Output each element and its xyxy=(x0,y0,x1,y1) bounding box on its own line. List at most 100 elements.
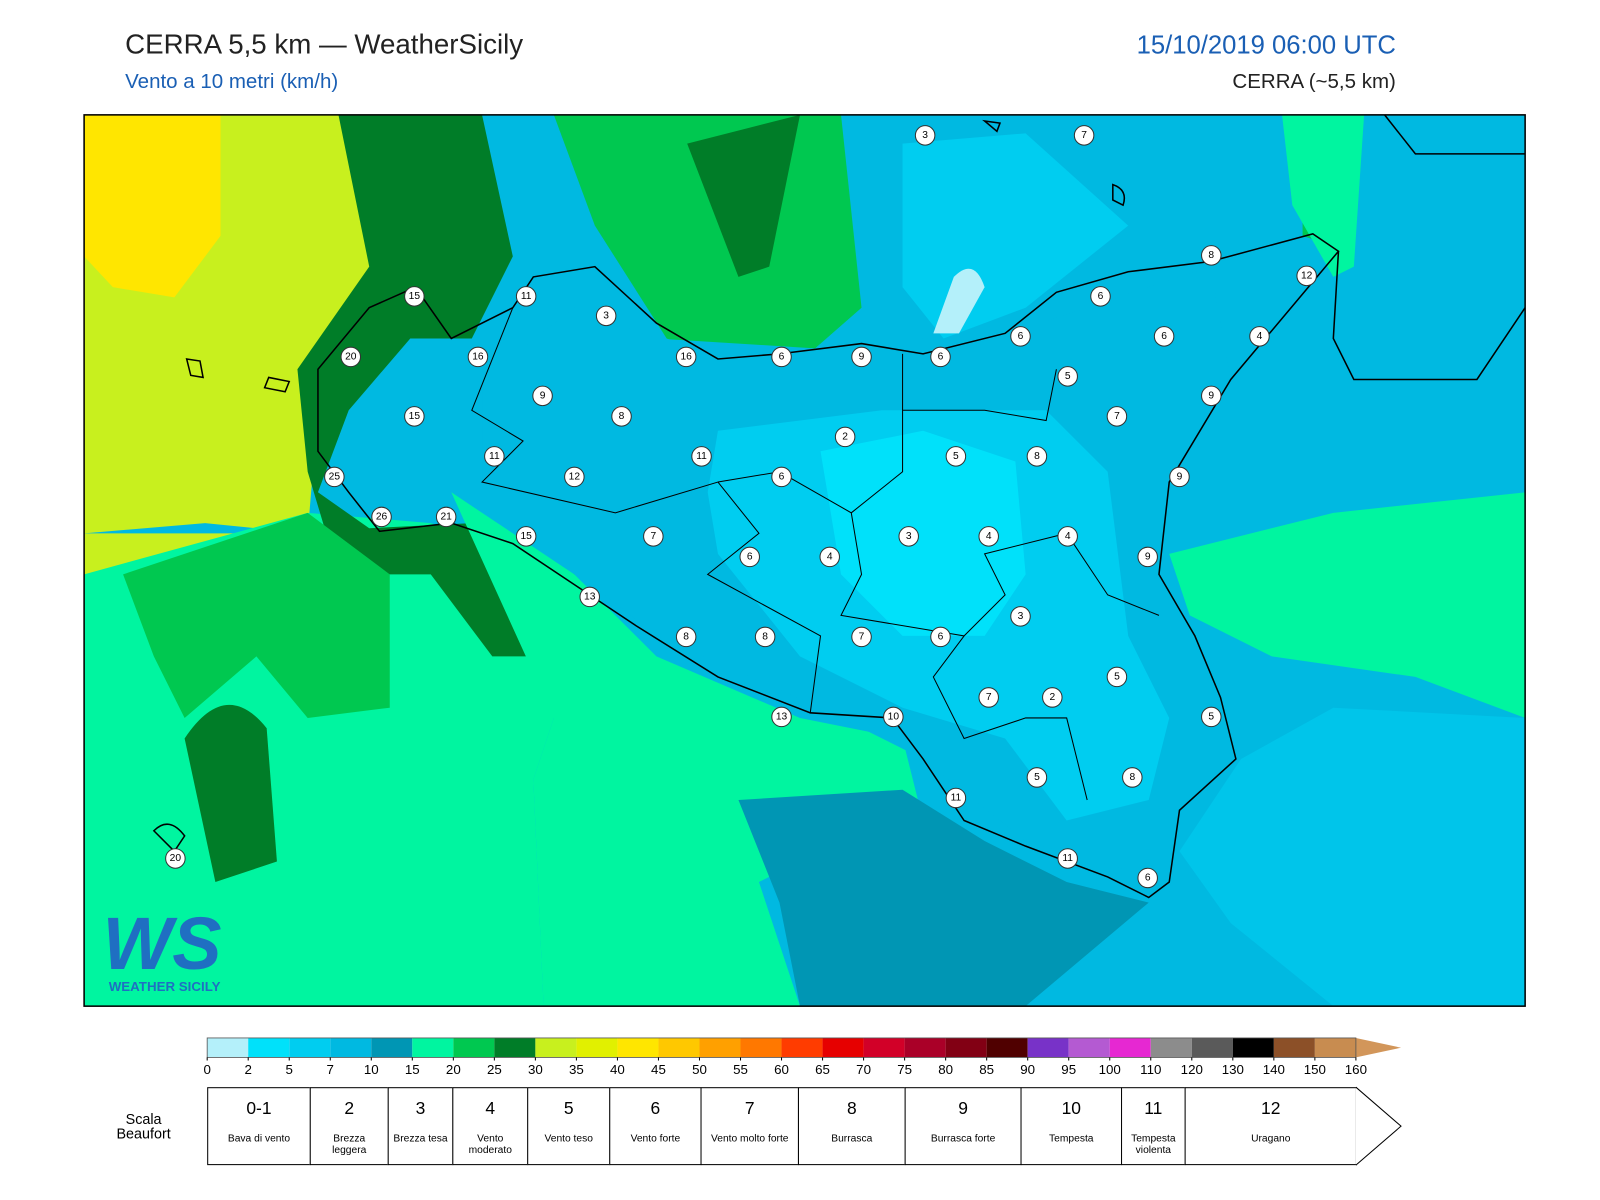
station-value: 21 xyxy=(440,511,452,522)
colorbar-tick-label: 70 xyxy=(856,1062,871,1077)
provinces xyxy=(471,307,1160,801)
station-marker xyxy=(834,426,856,448)
station-marker xyxy=(643,526,664,547)
station-value: 26 xyxy=(376,511,388,522)
beaufort-class: 7 Vento molto forte xyxy=(700,1087,799,1166)
station-value: 3 xyxy=(922,130,928,141)
colorbar-tick-label: 50 xyxy=(692,1062,707,1077)
station-value: 15 xyxy=(409,411,421,422)
station-value: 9 xyxy=(540,390,546,401)
station-marker xyxy=(771,346,792,368)
colorbar-segment xyxy=(207,1037,249,1058)
station-marker xyxy=(595,305,617,327)
station-marker xyxy=(771,706,792,728)
beaufort-name: Vento teso xyxy=(544,1133,593,1145)
station-marker xyxy=(1010,606,1031,627)
station-value: 8 xyxy=(1208,250,1214,261)
station-value: 15 xyxy=(520,531,532,542)
logo-mark: WS xyxy=(103,902,222,985)
colorbar-segment xyxy=(1232,1037,1274,1058)
colorbar-segment xyxy=(781,1037,823,1058)
station-value: 7 xyxy=(650,531,656,542)
station-value: 6 xyxy=(1145,872,1151,883)
station-marker xyxy=(404,286,425,307)
station-value: 3 xyxy=(906,531,912,542)
colorbar-tick-label: 25 xyxy=(487,1062,502,1077)
colorbar-tick-label: 160 xyxy=(1345,1062,1367,1077)
station-value: 16 xyxy=(472,351,484,362)
beaufort-name: Burrasca xyxy=(831,1133,873,1145)
beaufort-class: 0-1 Bava di vento xyxy=(207,1087,311,1166)
model: CERRA (~5,5 km) xyxy=(1232,70,1395,93)
station-value: 9 xyxy=(1145,551,1151,562)
beaufort-name: Tempesta violenta xyxy=(1131,1133,1176,1156)
colorbar-segment xyxy=(863,1037,905,1058)
station-marker xyxy=(1090,286,1111,307)
colorbar-segment xyxy=(248,1037,290,1058)
beaufort-name: Bava di vento xyxy=(227,1133,291,1145)
colorbar-segment xyxy=(740,1037,782,1058)
station-value: 8 xyxy=(1034,451,1040,462)
subtitle: Vento a 10 metri (km/h) xyxy=(125,70,338,93)
station-value: 5 xyxy=(1208,711,1214,722)
station-marker xyxy=(484,446,505,467)
colorbar-tick-label: 30 xyxy=(528,1062,543,1077)
station-value: 11 xyxy=(521,291,532,302)
station-marker xyxy=(340,346,362,368)
station-marker xyxy=(371,506,392,528)
station-value: 5 xyxy=(1034,772,1040,783)
station-marker xyxy=(1122,767,1143,788)
beaufort-name: Vento forte xyxy=(630,1133,681,1145)
beaufort-class: 2 Brezza leggera xyxy=(309,1087,389,1166)
station-value: 7 xyxy=(986,692,992,703)
station-value: 20 xyxy=(345,351,357,362)
colorbar-segment xyxy=(289,1037,331,1058)
colorbar-tick-label: 40 xyxy=(610,1062,625,1077)
map-frame xyxy=(83,114,1526,1007)
station-value: 5 xyxy=(1065,371,1071,382)
station-value: 8 xyxy=(762,631,768,642)
station-marker xyxy=(851,626,872,648)
colorbar-tick-label: 130 xyxy=(1222,1062,1244,1077)
colorbar-tick-label: 15 xyxy=(405,1062,420,1077)
station-marker xyxy=(883,706,904,728)
station-value: 6 xyxy=(779,471,785,482)
station-value: 12 xyxy=(569,471,581,482)
colorbar-segment xyxy=(1068,1037,1110,1058)
station-marker xyxy=(165,848,186,869)
colorbar-tick-label: 0 xyxy=(203,1062,210,1077)
station-marker xyxy=(898,526,919,547)
station-marker xyxy=(1042,687,1063,708)
station-marker xyxy=(675,346,697,368)
station-marker xyxy=(611,406,632,427)
station-marker xyxy=(930,626,951,648)
colorbar-tick-label: 110 xyxy=(1140,1062,1161,1077)
station-marker xyxy=(1137,867,1158,889)
colorbar-tick-label: 95 xyxy=(1061,1062,1076,1077)
beaufort-number: 7 xyxy=(744,1098,755,1118)
station-marker xyxy=(1026,446,1048,467)
colorbar-segment xyxy=(904,1037,946,1058)
station-value: 7 xyxy=(859,631,865,642)
beaufort-number: 8 xyxy=(846,1098,857,1118)
station-value: 6 xyxy=(779,351,785,362)
beaufort-class: 10 Tempesta xyxy=(1020,1087,1123,1166)
beaufort-class: 12 Uragano xyxy=(1184,1087,1357,1166)
colorbar-tick-label: 65 xyxy=(815,1062,830,1077)
beaufort-number: 9 xyxy=(958,1098,968,1118)
colorbar-segment xyxy=(1191,1037,1233,1058)
colorbar-segment xyxy=(1150,1037,1192,1058)
beaufort-number: 2 xyxy=(344,1098,355,1118)
logo: WS WEATHER SICILY xyxy=(103,902,222,994)
colorbar-segment xyxy=(699,1037,741,1058)
station-marker xyxy=(739,546,760,568)
beaufort-class: 6 Vento forte xyxy=(609,1087,702,1166)
station-value: 7 xyxy=(1114,411,1120,422)
colorbar-tick-label: 2 xyxy=(244,1062,251,1077)
beaufort-label: Scala Beaufort xyxy=(116,1110,171,1142)
station-marker xyxy=(579,586,600,608)
station-marker xyxy=(435,506,457,528)
beaufort-name: Vento molto forte xyxy=(710,1133,789,1145)
colorbar-segment xyxy=(1109,1037,1151,1058)
